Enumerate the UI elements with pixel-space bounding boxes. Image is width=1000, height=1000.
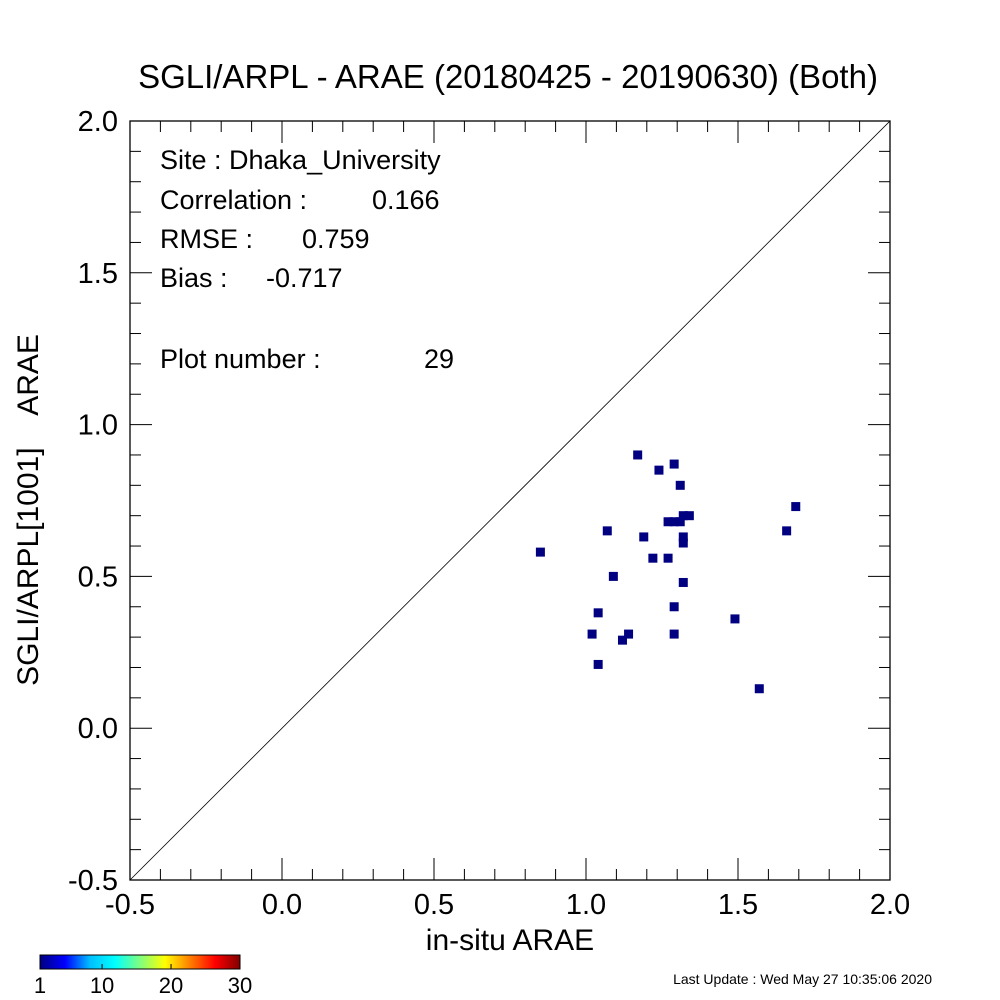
data-point: [639, 532, 649, 542]
x-tick-label: 0.0: [262, 889, 302, 921]
stat-plot-number-label: Plot number :: [160, 344, 321, 374]
y-axis-label: SGLI/ARPL[1001] ARAE: [12, 334, 45, 686]
chart-title: SGLI/ARPL - ARAE (20180425 - 20190630) (…: [138, 58, 878, 95]
x-tick-label: 2.0: [870, 889, 910, 921]
data-point: [669, 602, 679, 612]
data-point: [669, 459, 679, 469]
stat-rmse-label: RMSE :: [160, 224, 253, 254]
data-point: [782, 526, 792, 536]
stat-correlation-label: Correlation :: [160, 185, 307, 215]
data-point: [593, 608, 603, 618]
data-point: [669, 517, 679, 527]
data-point: [535, 547, 545, 557]
stat-bias-label: Bias :: [160, 263, 228, 293]
data-point: [654, 465, 664, 475]
data-point: [678, 511, 688, 521]
data-point: [669, 629, 679, 639]
data-point: [608, 571, 618, 581]
data-point: [617, 635, 627, 645]
x-axis-label: in-situ ARAE: [426, 924, 594, 957]
data-point: [678, 532, 688, 542]
y-tick-label: 1.0: [78, 410, 118, 442]
colorbar-ticks: 1 10 20 30: [34, 964, 252, 998]
data-point: [663, 517, 673, 527]
data-point: [730, 614, 740, 624]
x-tick-label: 0.5: [414, 889, 454, 921]
data-point: [675, 480, 685, 490]
stat-rmse-value: 0.759: [302, 224, 370, 254]
reference-line: [129, 120, 891, 881]
data-point: [624, 629, 634, 639]
x-tick-label: -0.5: [105, 889, 155, 921]
y-axis-ticks: -0.5 0.0 0.5 1.0 1.5 2.0: [68, 106, 890, 897]
data-point: [684, 511, 694, 521]
one-to-one-line: [129, 120, 891, 881]
x-tick-label: 1.5: [718, 889, 758, 921]
plot-area: -0.5 0.0 0.5 1.0 1.5 2.0 -0.5 0.0 0.5 1.0 1.5 2.0: [68, 106, 910, 921]
colorbar-gradient: [39, 954, 241, 970]
y-tick-label: 1.5: [78, 258, 118, 290]
stats-box: Site : Dhaka_University Correlation : 0.…: [160, 145, 454, 374]
plot-frame: [129, 120, 891, 881]
y-tick-label: -0.5: [68, 865, 118, 897]
data-point: [675, 517, 685, 527]
data-point: [663, 553, 673, 563]
data-points: [535, 450, 801, 694]
colorbar-tick-label: 1: [34, 973, 46, 998]
last-update: Last Update : Wed May 27 10:35:06 2020: [673, 971, 932, 987]
y-tick-label: 2.0: [78, 106, 118, 138]
y-tick-label: 0.0: [78, 713, 118, 745]
stat-plot-number-value: 29: [424, 344, 454, 374]
y-tick-label: 0.5: [78, 561, 118, 593]
stat-bias-value: -0.717: [266, 263, 343, 293]
data-point: [754, 684, 764, 694]
x-tick-label: 1.0: [566, 889, 606, 921]
data-point: [678, 538, 688, 548]
colorbar: 1 10 20 30: [34, 954, 252, 998]
colorbar-tick-label: 10: [90, 973, 114, 998]
data-point: [587, 629, 597, 639]
stat-site: Site : Dhaka_University: [160, 145, 441, 175]
data-point: [791, 502, 801, 512]
data-point: [593, 659, 603, 669]
colorbar-tick-label: 30: [228, 973, 252, 998]
x-axis-ticks: -0.5 0.0 0.5 1.0 1.5 2.0: [105, 121, 910, 921]
data-point: [633, 450, 643, 460]
colorbar-tick-label: 20: [159, 973, 183, 998]
data-point: [678, 577, 688, 587]
stat-correlation-value: 0.166: [372, 185, 440, 215]
data-point: [648, 553, 658, 563]
data-point: [602, 526, 612, 536]
